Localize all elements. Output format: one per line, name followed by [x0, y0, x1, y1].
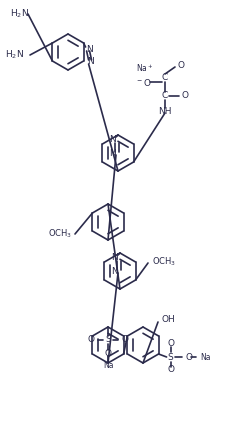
- Text: OH: OH: [162, 315, 176, 324]
- Text: O: O: [177, 60, 184, 70]
- Text: S: S: [168, 353, 174, 362]
- Text: O: O: [167, 340, 174, 349]
- Text: S: S: [105, 336, 111, 344]
- Text: O: O: [167, 365, 174, 375]
- Text: H$_2$N: H$_2$N: [5, 49, 24, 61]
- Text: NH: NH: [158, 107, 172, 115]
- Text: C: C: [162, 92, 168, 101]
- Text: OCH$_3$: OCH$_3$: [48, 228, 72, 240]
- Text: N: N: [87, 57, 94, 67]
- Text: OCH$_3$: OCH$_3$: [152, 256, 176, 268]
- Text: N: N: [109, 149, 115, 159]
- Text: O: O: [104, 349, 112, 358]
- Text: N: N: [109, 136, 115, 144]
- Text: N: N: [86, 44, 93, 54]
- Text: O: O: [186, 353, 192, 362]
- Text: O: O: [182, 92, 189, 101]
- Text: Na$^+$: Na$^+$: [136, 62, 153, 74]
- Text: H$_2$N: H$_2$N: [10, 8, 29, 20]
- Text: $^-$O: $^-$O: [135, 76, 151, 88]
- Text: Na: Na: [103, 360, 113, 369]
- Text: O: O: [121, 336, 128, 344]
- Text: N: N: [111, 267, 117, 276]
- Text: N: N: [111, 254, 117, 263]
- Text: Na: Na: [201, 353, 211, 362]
- Text: C: C: [162, 73, 168, 83]
- Text: O: O: [88, 336, 95, 344]
